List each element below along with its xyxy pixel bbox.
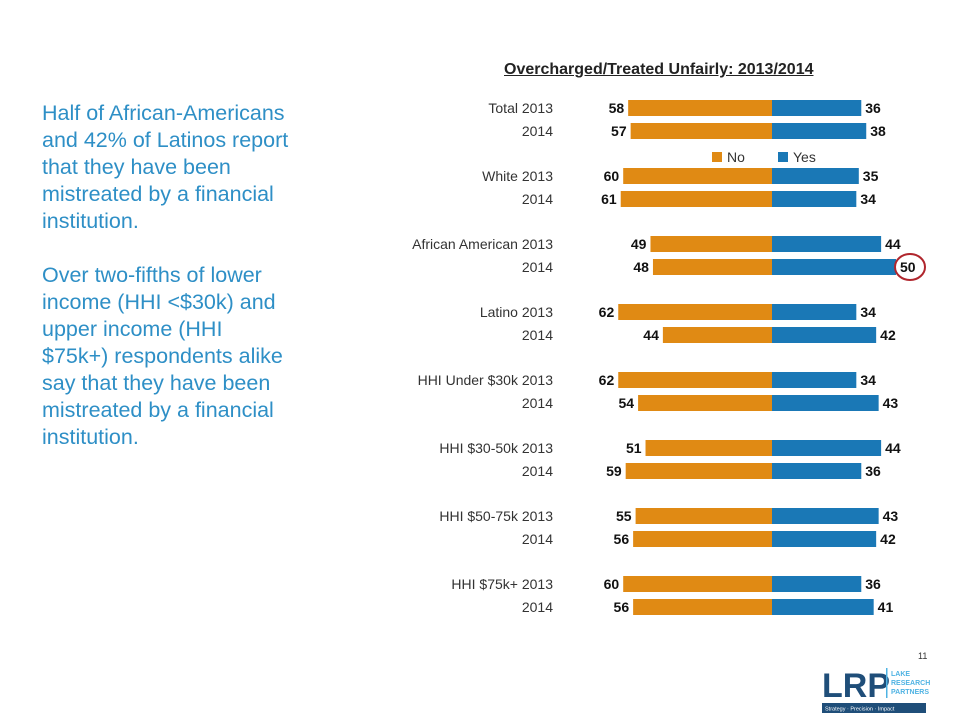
narrative-paragraph-2: Over two-fifths of lower income (HHI <$3… [42,263,283,449]
logo-tagline: Strategy · Precision · Impact [825,707,895,713]
data-label-no: 54 [619,395,635,411]
legend-label: Yes [793,149,816,165]
bar-no [628,100,772,116]
row-label: Total 2013 [488,100,553,116]
data-label-no: 48 [633,259,649,275]
bar-no [623,168,772,184]
row-label: African American 2013 [412,236,553,252]
bar-yes [772,304,857,320]
bar-no [662,327,772,343]
bar-yes [772,191,857,207]
bar-no [650,236,772,252]
data-label-no: 51 [626,440,642,456]
row-label: 2014 [522,191,553,207]
data-label-yes: 41 [878,599,894,615]
chart-title: Overcharged/Treated Unfairly: 2013/2014 [504,61,814,78]
row-label: 2014 [522,463,553,479]
row-label: 2014 [522,259,553,275]
narrative-text: Half of African-Americans and 42% of Lat… [42,100,294,478]
data-label-yes: 36 [865,463,881,479]
data-label-yes: 43 [883,508,899,524]
bar-no [635,508,772,524]
row-label: 2014 [522,599,553,615]
narrative-paragraph-1: Half of African-Americans and 42% of Lat… [42,101,289,233]
bar-yes [772,463,862,479]
bar-no [638,395,772,411]
lrp-logo: LRP LAKE RESEARCH PARTNERS Strategy · Pr… [822,667,930,713]
data-label-yes: 44 [885,440,901,456]
bar-no [645,440,772,456]
data-label-no: 60 [604,576,620,592]
bar-yes [772,372,857,388]
data-label-no: 61 [601,191,617,207]
row-label: HHI $75k+ 2013 [451,576,553,592]
row-label: White 2013 [482,168,553,184]
data-label-yes: 43 [883,395,899,411]
bar-no [623,576,772,592]
data-label-no: 56 [614,599,630,615]
data-label-yes: 38 [870,123,886,139]
data-label-no: 55 [616,508,632,524]
highlight-circle [894,253,926,281]
data-label-yes: 50 [900,259,916,275]
logo-line-1: LAKE [891,671,910,678]
data-label-yes: 35 [863,168,879,184]
row-label: 2014 [522,123,553,139]
bar-yes [772,531,877,547]
data-label-yes: 36 [865,576,881,592]
row-label: HHI Under $30k 2013 [418,372,554,388]
row-label: 2014 [522,531,553,547]
data-label-yes: 34 [860,191,876,207]
logo-line-2: RESEARCH [891,680,930,687]
data-label-no: 58 [609,100,625,116]
bar-no [633,531,772,547]
legend-swatch [778,152,788,162]
logo-divider [886,668,888,698]
bar-no [630,123,772,139]
row-label: HHI $30-50k 2013 [439,440,553,456]
data-label-yes: 42 [880,531,896,547]
row-label: HHI $50-75k 2013 [439,508,553,524]
data-label-no: 56 [614,531,630,547]
bar-yes [772,168,859,184]
page-number: 11 [918,651,928,661]
data-label-no: 49 [631,236,647,252]
data-label-yes: 44 [885,236,901,252]
logo-line-3: PARTNERS [891,689,929,696]
bar-yes [772,259,896,275]
bar-yes [772,395,879,411]
row-label: 2014 [522,327,553,343]
data-label-no: 62 [599,304,615,320]
data-label-no: 60 [604,168,620,184]
bar-yes [772,123,867,139]
logo-tagline-band [822,703,926,713]
bar-yes [772,327,877,343]
bar-no [620,191,772,207]
data-label-no: 59 [606,463,622,479]
bar-yes [772,576,862,592]
data-label-no: 57 [611,123,627,139]
row-label: Latino 2013 [480,304,553,320]
legend-swatch [712,152,722,162]
logo-letters: LRP [822,667,890,705]
data-label-yes: 34 [860,304,876,320]
bar-no [633,599,772,615]
bar-no [652,259,772,275]
bar-yes [772,100,862,116]
bar-no [625,463,772,479]
bar-yes [772,440,882,456]
bar-yes [772,599,874,615]
bar-no [618,304,772,320]
legend-label: No [727,149,745,165]
data-label-no: 44 [643,327,659,343]
row-label: 2014 [522,395,553,411]
data-label-no: 62 [599,372,615,388]
bar-yes [772,508,879,524]
data-label-yes: 34 [860,372,876,388]
data-label-yes: 42 [880,327,896,343]
bar-no [618,372,772,388]
data-label-yes: 36 [865,100,881,116]
bar-yes [772,236,882,252]
